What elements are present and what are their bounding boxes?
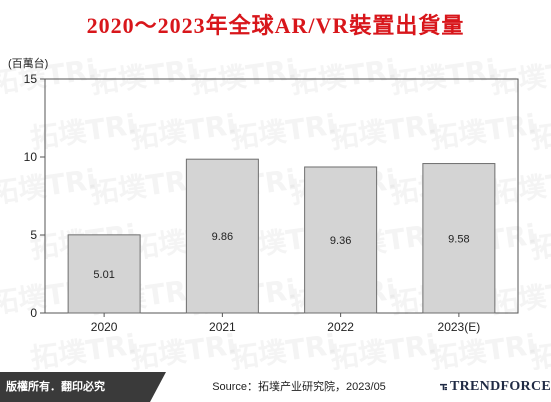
y-tick-label: 15 [24, 72, 38, 86]
y-tick-label: 5 [30, 228, 37, 242]
logo-text: TRENDFORCE [449, 379, 551, 394]
trendforce-logo: TRENDFORCE [440, 372, 551, 402]
bar-value-label: 9.86 [212, 231, 233, 243]
bar [422, 163, 496, 314]
copyright-cap [150, 372, 166, 402]
bar-chart: (百萬台) 0 5 10 15 5.01 2020 9.86 2021 9.36 2022 9.58 2… [8, 56, 519, 334]
x-tick-label: 2022 [327, 320, 354, 334]
bar-value-label: 9.36 [330, 235, 351, 247]
chart-title: 2020～2023年全球AR/VR裝置出貨量 [86, 13, 465, 38]
y-unit-label: (百萬台) [8, 56, 48, 70]
plot-frame [44, 78, 519, 314]
trendforce-mark-icon [440, 383, 447, 391]
bar-value-label: 9.58 [448, 233, 469, 245]
y-tick-label: 0 [30, 306, 37, 320]
bar-value-label: 5.01 [93, 269, 114, 281]
footer: 版權所有．翻印必究 Source：拓墣产业研究院，2023/05 TRENDFO… [0, 372, 551, 402]
bar [185, 158, 259, 314]
x-tick-label: 2023(E) [438, 320, 481, 334]
x-tick-label: 2021 [209, 320, 236, 334]
y-tick-label: 10 [24, 150, 38, 164]
copyright-text: 版權所有．翻印必究 [0, 372, 150, 402]
bar [304, 166, 378, 314]
source-text: Source：拓墣产业研究院，2023/05 [212, 381, 386, 393]
x-tick-label: 2020 [91, 320, 118, 334]
